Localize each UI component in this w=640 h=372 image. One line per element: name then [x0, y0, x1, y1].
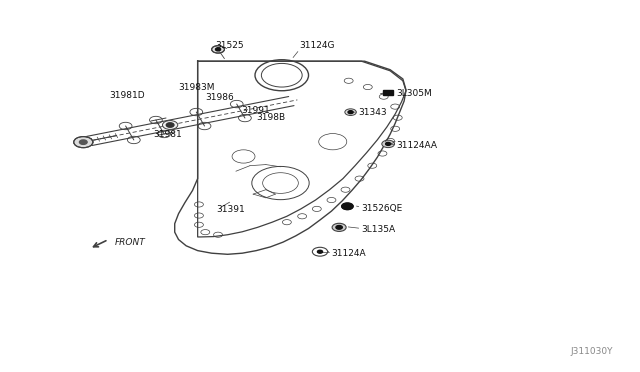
Text: 31124A: 31124A [331, 249, 365, 258]
Circle shape [386, 142, 391, 145]
Circle shape [74, 137, 93, 148]
Text: 31124AA: 31124AA [396, 141, 438, 150]
Text: J311030Y: J311030Y [571, 347, 613, 356]
Circle shape [163, 121, 178, 129]
Text: 3198B: 3198B [256, 113, 285, 122]
Circle shape [342, 203, 353, 210]
Text: FRONT: FRONT [115, 238, 145, 247]
Text: 31391: 31391 [217, 205, 246, 215]
Text: 31986: 31986 [205, 93, 234, 102]
Text: 31983M: 31983M [179, 83, 215, 92]
Text: 31525: 31525 [215, 41, 244, 50]
Circle shape [336, 225, 342, 229]
Circle shape [317, 250, 323, 253]
Circle shape [79, 140, 87, 144]
Circle shape [216, 48, 221, 51]
Circle shape [212, 46, 225, 53]
Text: 3L305M: 3L305M [396, 89, 432, 98]
Text: 31124G: 31124G [300, 41, 335, 50]
Circle shape [332, 223, 346, 231]
Text: 31981: 31981 [153, 130, 182, 139]
Text: 31981D: 31981D [109, 91, 145, 100]
Text: 31991: 31991 [241, 106, 269, 115]
Bar [383, 90, 394, 95]
Text: 31343: 31343 [358, 108, 387, 117]
Text: 3L135A: 3L135A [362, 225, 396, 234]
Circle shape [166, 123, 174, 127]
Text: 31526QE: 31526QE [362, 203, 403, 213]
Circle shape [345, 109, 356, 115]
Circle shape [382, 140, 394, 148]
Circle shape [348, 111, 353, 113]
